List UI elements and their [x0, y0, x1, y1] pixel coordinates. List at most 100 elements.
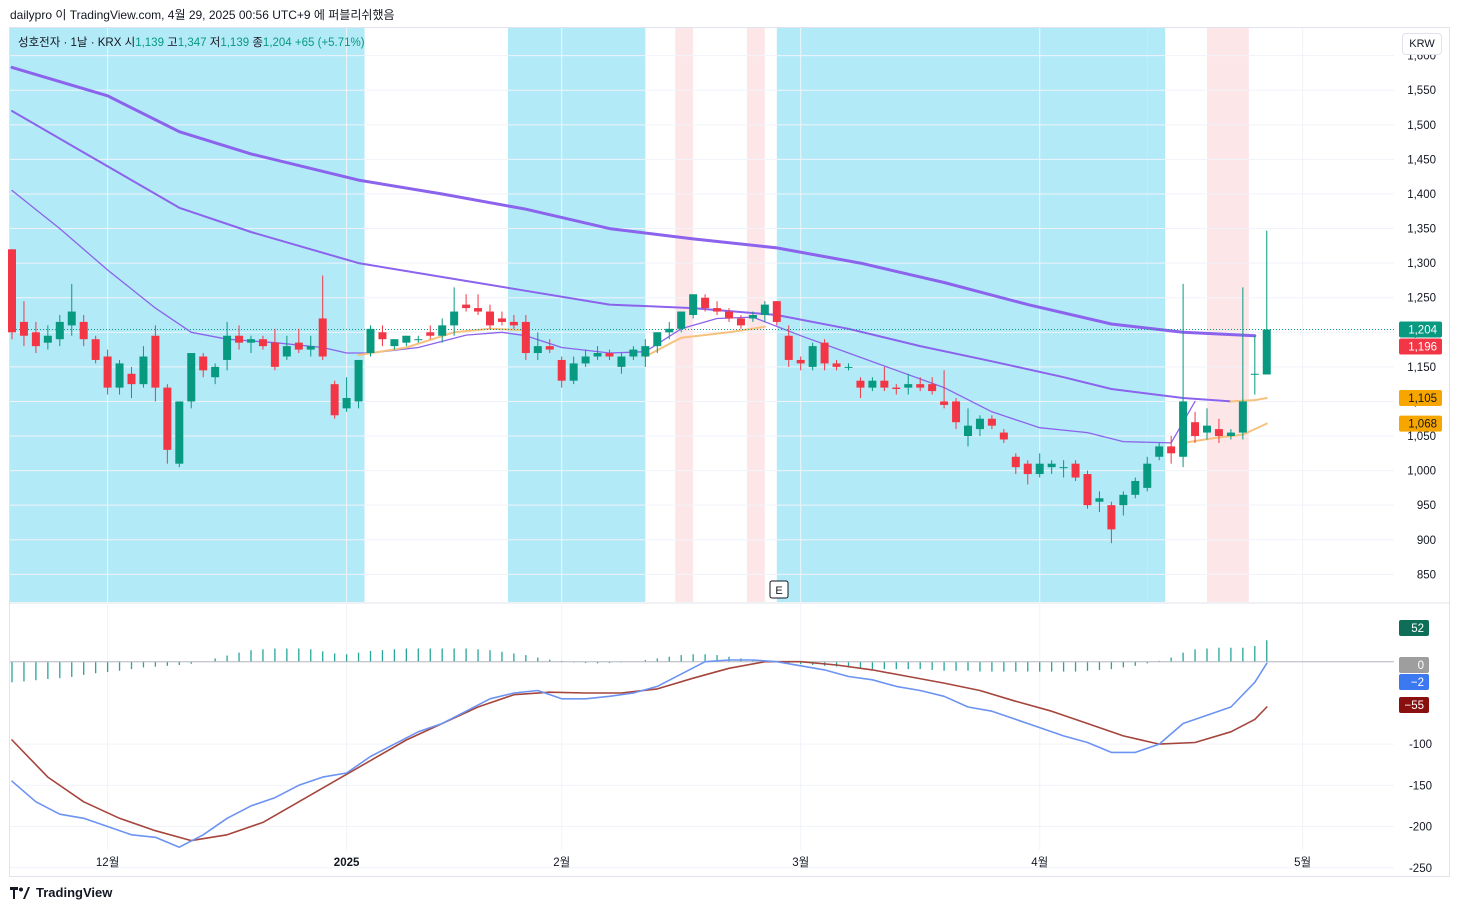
- candle-body: [521, 321, 530, 354]
- price-axis-label: 850: [1417, 569, 1436, 581]
- legend-open-label: 시: [124, 37, 136, 49]
- macd-axis-label: -250: [1409, 863, 1432, 875]
- candle-body: [916, 384, 925, 388]
- candle-body: [533, 346, 542, 354]
- price-tag-label: 1,204: [1408, 325, 1437, 337]
- time-axis-label: 2025: [334, 857, 360, 869]
- candle-body: [342, 397, 351, 409]
- time-axis-label: 3월: [792, 856, 809, 869]
- candle-body: [796, 359, 805, 364]
- macd-line: [11, 659, 1268, 849]
- candle-body: [952, 401, 961, 423]
- candle-body: [366, 328, 375, 354]
- macd-value-tag-label: −55: [1404, 700, 1424, 712]
- earnings-marker-box: [769, 580, 789, 599]
- currency-button[interactable]: KRW: [1402, 33, 1442, 55]
- candle-body: [402, 335, 411, 343]
- candle-body: [653, 332, 662, 347]
- candle-body: [1131, 480, 1140, 495]
- chart-frame: [9, 27, 1450, 877]
- candle-body: [318, 318, 327, 357]
- moving-average-orange: [644, 325, 766, 358]
- candle-body: [1143, 463, 1152, 488]
- price-tag: [1399, 415, 1442, 432]
- candle-body: [282, 346, 291, 357]
- moving-average-long: [10, 65, 1257, 338]
- candle-body: [569, 363, 578, 381]
- price-tag: [1399, 338, 1442, 355]
- time-axis-label: 5월: [1294, 856, 1311, 869]
- candle-body: [856, 380, 865, 388]
- candle-body: [115, 363, 124, 388]
- candle-body: [330, 384, 339, 416]
- candle-body: [1155, 446, 1164, 457]
- symbol-legend: 성호전자 · 1날 · KRX 시1,139 고1,347 저1,139 종1,…: [18, 34, 365, 50]
- candle-body: [940, 401, 949, 405]
- candle-body: [67, 311, 76, 326]
- candle-body: [1167, 446, 1176, 454]
- candle-body: [713, 308, 722, 312]
- candle-body: [1107, 505, 1116, 530]
- candle-body: [987, 418, 996, 426]
- candle-body: [127, 373, 136, 385]
- candle-body: [772, 301, 781, 322]
- candle-body: [1035, 463, 1044, 475]
- macd-value-tag: [1399, 657, 1429, 673]
- candle-body: [306, 346, 315, 350]
- publish-header: dailypro 이 TradingView.com, 4월 29, 2025 …: [10, 8, 395, 22]
- candle-body: [462, 304, 471, 309]
- price-tag: [1399, 321, 1442, 338]
- candle-body: [43, 335, 52, 343]
- time-axis-label: 2월: [553, 856, 570, 869]
- candle-body: [55, 321, 64, 340]
- price-tag: [1399, 389, 1442, 406]
- legend-high: 1,347: [177, 37, 207, 49]
- time-axis-label: 4월: [1031, 856, 1048, 869]
- candle-body: [1214, 429, 1223, 437]
- macd-value-tag-label: 0: [1418, 660, 1424, 672]
- candle-body: [975, 418, 984, 430]
- earnings-marker: E: [769, 580, 789, 599]
- candle-body: [1059, 467, 1068, 469]
- candle-body: [892, 387, 901, 389]
- macd-axis-label: -100: [1409, 739, 1432, 751]
- candle-body: [581, 356, 590, 364]
- candle-body: [593, 353, 602, 357]
- candle-body: [868, 380, 877, 388]
- candle-body: [1226, 432, 1235, 437]
- candle-body: [1238, 401, 1247, 433]
- candle-body: [557, 359, 566, 381]
- price-axis-label: 1,300: [1407, 258, 1436, 270]
- candle-body: [175, 401, 184, 464]
- macd-value-tag: [1399, 697, 1429, 713]
- candle-body: [605, 353, 614, 357]
- legend-open: 1,139: [135, 37, 164, 49]
- moving-average-mid: [11, 110, 1232, 403]
- candle-body: [1203, 425, 1211, 433]
- legend-low-label: 저: [209, 37, 221, 49]
- candle-body: [103, 356, 112, 388]
- candle-body: [1071, 463, 1080, 478]
- moving-average-orange: [1229, 397, 1268, 403]
- candle-body: [151, 335, 160, 388]
- candle-body: [999, 432, 1008, 440]
- price-axis-label: 1,150: [1407, 362, 1436, 374]
- legend-close: 1,204: [262, 37, 292, 49]
- highlight-band-0: [10, 28, 365, 602]
- candle-body: [1179, 401, 1188, 457]
- candle-body: [748, 315, 757, 319]
- candle-body: [294, 342, 303, 350]
- candle-body: [701, 297, 710, 309]
- tradingview-logo-text: TradingView: [36, 885, 113, 900]
- price-axis-label: 1,250: [1407, 293, 1436, 305]
- candle-body: [641, 346, 650, 357]
- candle-body: [438, 325, 447, 336]
- price-axis-label: 1,500: [1407, 120, 1436, 132]
- price-axis-label: 1,350: [1407, 224, 1436, 236]
- highlight-band-5: [1147, 28, 1166, 602]
- candle-body: [258, 339, 267, 347]
- candle-body: [79, 321, 88, 340]
- candle-body: [1119, 494, 1128, 506]
- candle-body: [8, 249, 16, 333]
